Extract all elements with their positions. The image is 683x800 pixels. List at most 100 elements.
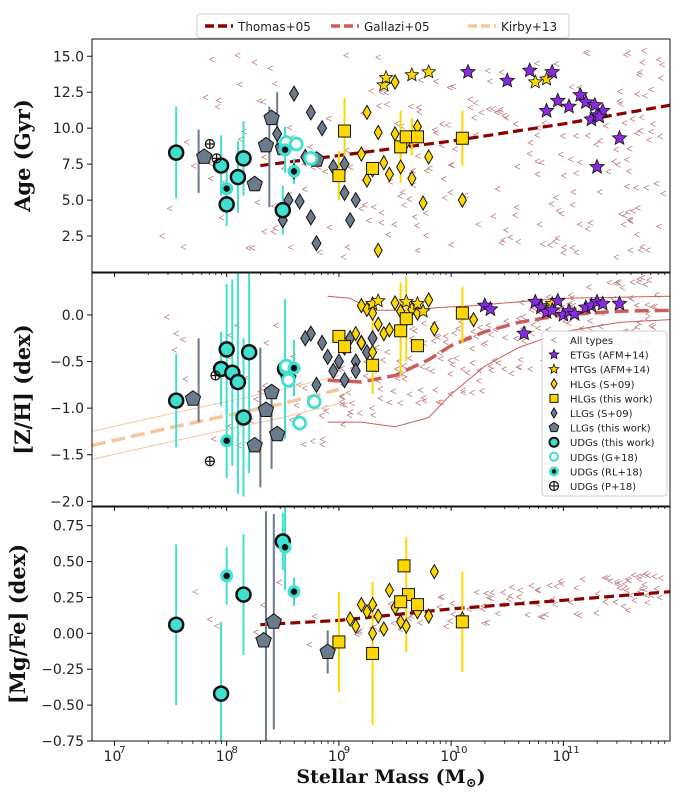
all-types-point [630,572,637,578]
hlg-s09-point [469,311,479,328]
all-types-point [624,576,631,582]
all-types-point [534,586,541,593]
all-types-point [652,303,659,310]
all-types-point [476,324,484,331]
all-types-point [237,136,244,143]
all-types-point [412,328,419,334]
htg-point [370,292,386,308]
all-types-point [625,577,632,584]
all-types-point [624,183,631,190]
all-types-point [536,221,543,228]
all-types-point [378,89,385,96]
all-types-point [631,597,638,604]
all-types-point [450,611,457,618]
all-types-point [558,210,565,217]
all-types-point [480,603,487,609]
all-types-point [644,247,651,253]
all-types-point [586,317,593,324]
udg-this-work-point [229,373,247,391]
all-types-point [514,163,521,170]
all-types-point [256,98,263,104]
llg-this-work-point [184,390,202,406]
y-tick-label: −0.50 [41,698,84,714]
all-types-point [345,389,352,396]
all-types-point [472,333,479,340]
all-types-point [579,576,586,583]
hlg-s09-point [345,610,355,627]
all-types-point [215,97,222,104]
all-types-point [419,363,426,370]
all-types-point [647,128,654,135]
y-axis-label: [Mg/Fe] (dex) [5,544,30,704]
all-types-point [207,175,214,182]
etg-point [560,98,578,114]
all-types-point [533,60,540,67]
all-types-point [259,602,266,608]
all-types-point [166,205,173,212]
legend-label: HLGs (S+09) [570,380,635,391]
udg-this-work-point [167,144,185,161]
all-types-point [569,201,576,208]
udg-g18-point [306,394,322,410]
gallazi-lower-line [327,319,670,428]
all-types-point [257,388,264,395]
all-types-point [649,324,656,330]
all-types-point [386,399,393,406]
legend-label: HTGs (AFM+14) [570,365,650,376]
all-types-point [271,80,278,87]
all-types-point [378,210,385,216]
all-types-point [417,387,424,394]
all-types-point [422,210,429,216]
all-types-point [552,601,559,608]
all-types-point [526,150,533,157]
kirby-lower-line [92,403,340,460]
all-types-point [626,145,633,152]
all-types-point [163,314,170,320]
all-types-point [272,322,279,329]
all-types-point [370,204,377,210]
hlg-this-work-point [338,340,352,354]
legend-label: UDGs (this work) [570,438,655,449]
all-types-point [263,340,270,346]
udg-this-work-point [167,392,185,409]
all-types-point [534,171,541,178]
all-types-point [561,244,568,251]
y-tick-label: 0.75 [53,519,84,535]
all-types-point [524,612,531,618]
legend-marker-core [551,469,557,474]
hlg-s09-point [390,294,400,311]
all-types-point [613,254,620,260]
all-types-point [450,83,457,90]
udg-this-work-point [235,586,252,603]
all-types-point [546,582,553,589]
all-types-point [616,88,623,95]
panel-age [158,47,670,260]
all-types-point [597,137,604,144]
legend-marker [548,363,560,375]
all-types-point [614,279,621,285]
all-types-point [484,67,491,74]
all-types-point [270,203,277,209]
all-types-point [293,402,300,409]
all-types-point [190,163,197,169]
hlg-s09-point [407,170,417,187]
all-types-point [558,580,565,587]
all-types-point [377,395,384,402]
legend-label: UDGs (G+18) [570,453,638,464]
all-types-point [446,618,453,624]
all-types-point [637,127,644,134]
all-types-point [406,391,413,398]
llg-this-work-point [263,109,280,126]
all-types-point [576,221,583,228]
htg-point [409,295,426,311]
all-types-point [437,355,444,362]
x-tick-label: 10 [216,749,234,765]
all-types-point [515,238,522,245]
all-types-point [632,184,639,191]
all-types-point [644,302,651,308]
all-types-point [513,204,520,211]
all-types-point [616,585,623,592]
llg-this-work-point [196,148,213,164]
udg-rl18-core [223,437,230,445]
hlg-s09-point [401,618,411,635]
